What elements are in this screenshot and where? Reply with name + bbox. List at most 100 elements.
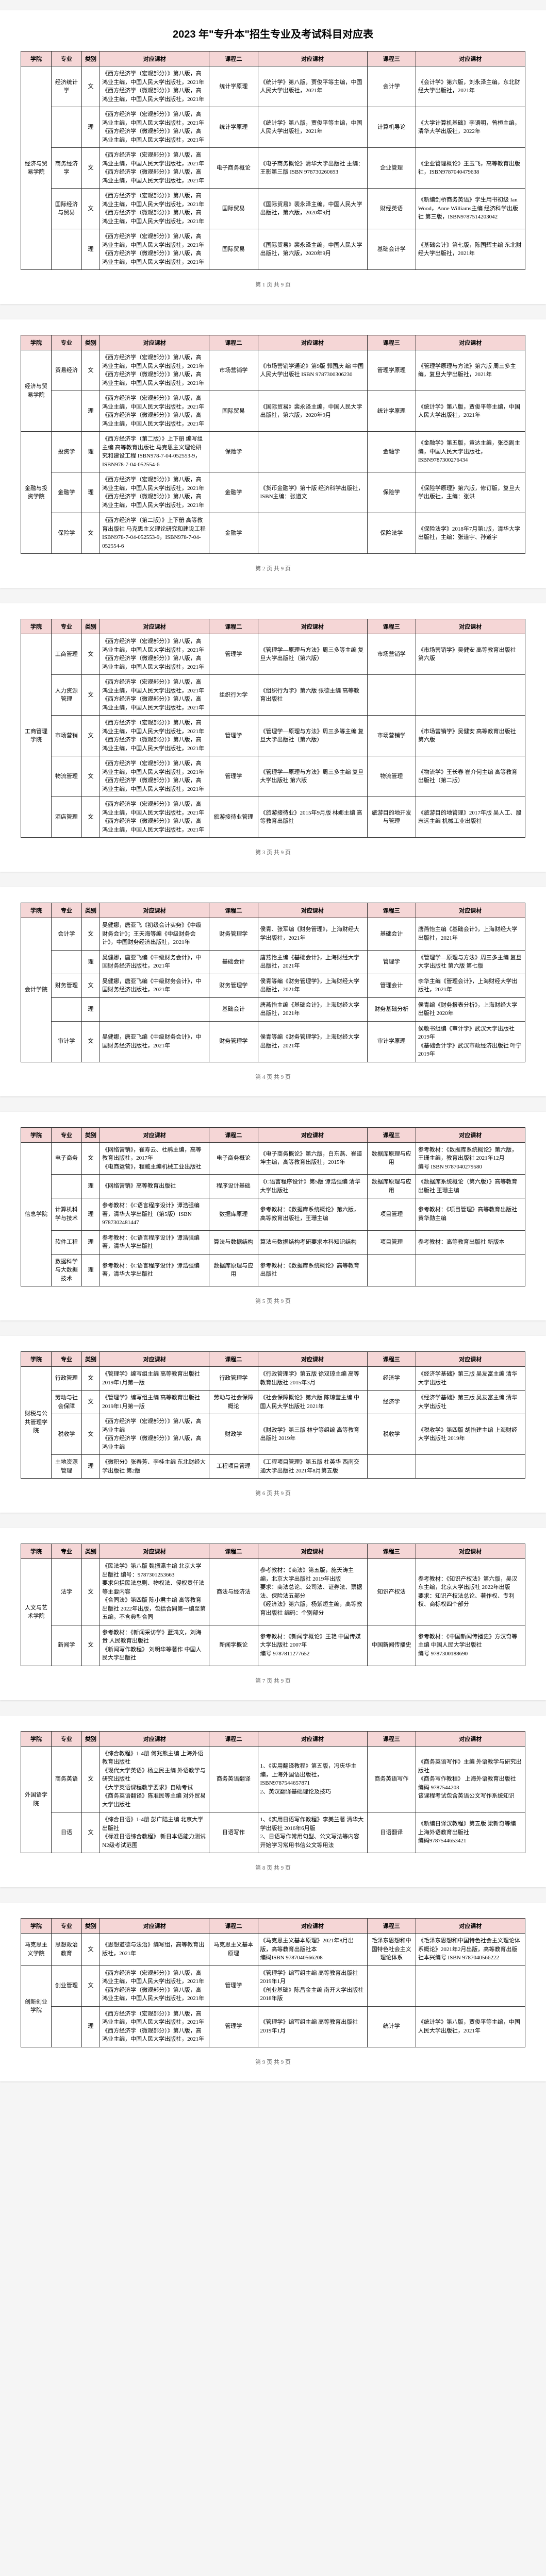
textbook3-cell: 《会计学》第六版，刘永泽主编，东北财经大学出版社，2021年 [416, 66, 525, 107]
major-cell: 电子商务 [51, 1142, 81, 1175]
textbook1-cell: 参考教材：《新闻采访学》蓝鸿文，刘海贵 人民教育出版社《新闻写作教程》 刘明华等… [100, 1625, 209, 1666]
column-header: 对应课材 [416, 1127, 525, 1142]
table-row: 财务管理文吴健娜，唐亚飞编《中级财务会计》，中国财务经济出版社，2021年财务管… [21, 974, 525, 997]
class-cell: 理 [81, 432, 100, 472]
document-title: 2023 年"专升本"招生专业及考试科目对应表 [21, 26, 525, 41]
course2-cell: 财务管理学 [209, 1021, 258, 1062]
table-row: 人文与艺术学院法学文《民法学》第八版 魏振瀛主编 北京大学出版社 编号：9787… [21, 1559, 525, 1625]
column-header: 课程二 [209, 1127, 258, 1142]
textbook2-cell: 侯青、张军编《财务管理》，上海财经大学出版社，2021年 [258, 918, 367, 951]
textbook2-cell [258, 432, 367, 472]
textbook2-cell: 《旅游接待业》2015年9月版 林娜主编 高等教育出版社 [258, 797, 367, 838]
class-cell: 理 [81, 997, 100, 1021]
textbook2-cell: 1、《实用日语写作教程》李美兰著 清华大学出版社 2016年6月版2、日语写作常… [258, 1812, 367, 1853]
page-number: 第 7 页 共 9 页 [21, 1676, 525, 1685]
textbook3-cell: 《保险法学》2018年7月第1版，清华大学出版社，主编：张道宇、孙道宇 [416, 513, 525, 554]
major-cell: 商务经济学 [51, 148, 81, 189]
class-cell: 文 [81, 1021, 100, 1062]
column-header: 课程三 [367, 52, 416, 66]
column-header: 课程三 [367, 619, 416, 634]
major-cell: 数据科学与大数据技术 [51, 1254, 81, 1286]
school-cell: 会计学院 [21, 918, 52, 1062]
page-number: 第 8 页 共 9 页 [21, 1863, 525, 1872]
course2-cell: 数据库原理 [209, 1198, 258, 1231]
textbook1-cell: 《西方经济学（宏观部分）》第八版，高鸿业主编，中国人民大学出版社，2021年《西… [100, 472, 209, 513]
course3-cell: 管理学原理 [367, 350, 416, 391]
textbook3-cell: 《管理学—原理与方法》周三多主编 复旦大学出版社 第六版 第七版 [416, 950, 525, 974]
column-header: 对应课材 [258, 1919, 367, 1934]
course2-cell: 国际贸易 [209, 391, 258, 432]
table-row: 会计学院会计学文吴健娜，唐亚飞《初级会计实务》《中级财务会计》；王天海等编《中级… [21, 918, 525, 951]
course3-cell: 税收学 [367, 1414, 416, 1455]
course3-cell: 商务英语写作 [367, 1746, 416, 1812]
course3-cell: 金融学 [367, 432, 416, 472]
textbook2-cell [258, 513, 367, 554]
textbook2-cell: 参考教材：《数据库系统概论》第六版，高等教育出版社，王珊主编 [258, 1198, 367, 1231]
textbook3-cell: 《经济学基础》第三版 吴友富主编 清华大学出版社 [416, 1367, 525, 1391]
class-cell: 文 [81, 1812, 100, 1853]
textbook3-cell: 《市场营销学》吴健安 高等教育出版社 第六版 [416, 634, 525, 675]
column-header: 对应课材 [258, 1127, 367, 1142]
course2-cell: 管理学 [209, 1965, 258, 2006]
column-header: 对应课材 [100, 1127, 209, 1142]
column-header: 专业 [51, 1919, 81, 1934]
table-row: 新闻学文参考教材：《新闻采访学》蓝鸿文，刘海贵 人民教育出版社《新闻写作教程》 … [21, 1625, 525, 1666]
page: 学院专业类别对应课材课程二对应课材课程三对应课材工商管理学院工商管理文《西方经济… [0, 603, 546, 872]
column-header: 课程二 [209, 52, 258, 66]
school-cell: 人文与艺术学院 [21, 1559, 52, 1666]
course3-cell: 数据库原理与应用 [367, 1175, 416, 1198]
major-cell: 审计学 [51, 1021, 81, 1062]
class-cell: 文 [81, 974, 100, 997]
page: 2023 年"专升本"招生专业及考试科目对应表学院专业类别对应课材课程二对应课材… [0, 10, 546, 304]
column-header: 对应课材 [258, 52, 367, 66]
column-header: 对应课材 [416, 1919, 525, 1934]
page: 学院专业类别对应课材课程二对应课材课程三对应课材会计学院会计学文吴健娜，唐亚飞《… [0, 887, 546, 1096]
class-cell: 理 [81, 2006, 100, 2047]
class-cell: 理 [81, 1455, 100, 1479]
column-header: 类别 [81, 52, 100, 66]
textbook2-cell: 《统计学》第八版，贾俊平等主编，中国人民大学出版社，2021年 [258, 107, 367, 148]
textbook2-cell: 《电子商务概论》第六版，白东燕、崔道坤主编，高等教育出版社，2015年 [258, 1142, 367, 1175]
column-header: 课程三 [367, 1731, 416, 1746]
column-header: 课程三 [367, 1544, 416, 1559]
textbook3-cell: 《物流学》王长春 崔介何主编 高等教育出版社（第二版） [416, 756, 525, 797]
column-header: 课程二 [209, 903, 258, 918]
major-cell: 劳动与社会保障 [51, 1391, 81, 1414]
table-row: 经济与贸易学院经济统计学文《西方经济学（宏观部分）》第八版，高鸿业主编，中国人民… [21, 66, 525, 107]
course2-cell: 组织行为学 [209, 675, 258, 716]
textbook3-cell [416, 675, 525, 716]
table-row: 酒店管理文《西方经济学（宏观部分）》第八版，高鸿业主编，中国人民大学出版社，20… [21, 797, 525, 838]
table-row: 财税与公共管理学院行政管理文《管理学》编写组主编 高等教育出版社 2019年1月… [21, 1367, 525, 1391]
page-number: 第 4 页 共 9 页 [21, 1073, 525, 1081]
major-cell: 贸易经济 [51, 350, 81, 391]
table-row: 金融学理《西方经济学（宏观部分）》第八版，高鸿业主编，中国人民大学出版社，202… [21, 472, 525, 513]
course2-cell: 财政学 [209, 1414, 258, 1455]
column-header: 对应课材 [100, 1919, 209, 1934]
class-cell: 文 [81, 350, 100, 391]
course3-cell: 毛泽东思想和中国特色社会主义理论体系 [367, 1934, 416, 1966]
column-header: 类别 [81, 1919, 100, 1934]
header-row: 学院专业类别对应课材课程二对应课材课程三对应课材 [21, 619, 525, 634]
course2-cell: 算法与数据结构 [209, 1230, 258, 1254]
class-cell: 文 [81, 634, 100, 675]
course2-cell: 电子商务概论 [209, 1142, 258, 1175]
column-header: 对应课材 [100, 1544, 209, 1559]
course2-cell: 市场营销学 [209, 350, 258, 391]
textbook3-cell [416, 1455, 525, 1479]
table-row: 土地资源管理理《微积分》张春芳、李桂主编 东北财经大学出版社 第2版工程项目管理… [21, 1455, 525, 1479]
header-row: 学院专业类别对应课材课程二对应课材课程三对应课材 [21, 1544, 525, 1559]
class-cell: 文 [81, 66, 100, 107]
column-header: 学院 [21, 903, 52, 918]
course2-cell: 日语写作 [209, 1812, 258, 1853]
school-cell: 创新创业学院 [21, 1965, 52, 2047]
header-row: 学院专业类别对应课材课程二对应课材课程三对应课材 [21, 1731, 525, 1746]
column-header: 对应课材 [100, 52, 209, 66]
table-row: 经济与贸易学院贸易经济文《西方经济学（宏观部分）》第八版，高鸿业主编，中国人民大… [21, 350, 525, 391]
column-header: 对应课材 [100, 1352, 209, 1367]
course3-cell: 项目管理 [367, 1198, 416, 1231]
class-cell: 文 [81, 1934, 100, 1966]
textbook3-cell [416, 1254, 525, 1286]
major-cell [51, 107, 81, 148]
textbook2-cell: 《组织行为学》第六版 张德主编 高等教育出版社 [258, 675, 367, 716]
textbook3-cell: 《基础会计》第七版，陈国辉主编 东北财经大学出版社，2021年 [416, 229, 525, 270]
